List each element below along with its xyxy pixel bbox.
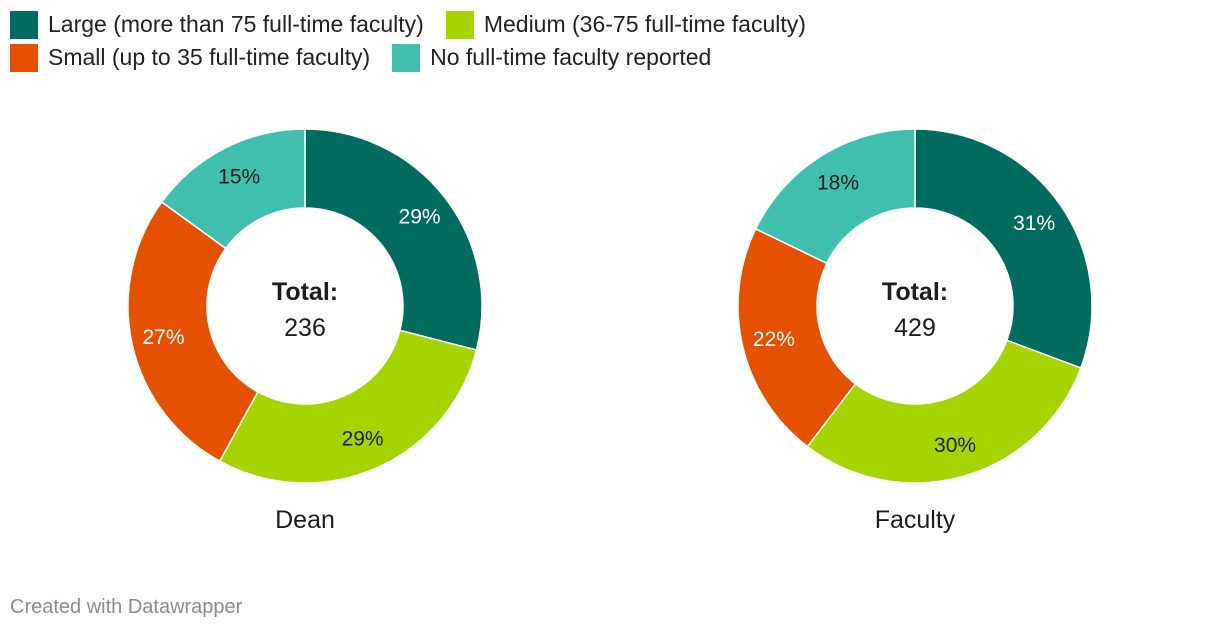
legend-item-large: Large (more than 75 full-time faculty) <box>10 10 424 39</box>
dean-slice-small[interactable] <box>127 200 259 463</box>
faculty-total-value: 429 <box>894 314 936 342</box>
dean-total-label: Total: <box>272 278 338 306</box>
legend-item-medium: Medium (36-75 full-time faculty) <box>445 10 806 39</box>
dean-label-large: 29% <box>399 206 441 229</box>
legend-swatch-small <box>10 43 38 72</box>
dean-slice-none[interactable] <box>160 128 306 250</box>
dean-chart-title: Dean <box>275 506 335 534</box>
donut-chart-dean: 29% 29% 27% 15% Total: 236 Dean <box>127 128 483 534</box>
dean-label-none: 15% <box>218 165 260 188</box>
legend-label-none: No full-time faculty reported <box>430 44 712 70</box>
legend-row-1: Large (more than 75 full-time faculty) M… <box>10 8 1010 41</box>
faculty-label-none: 18% <box>817 172 859 195</box>
faculty-chart-title: Faculty <box>875 506 956 534</box>
faculty-total-label: Total: <box>882 278 948 306</box>
datawrapper-credit[interactable]: Created with Datawrapper <box>10 596 243 618</box>
legend-item-small: Small (up to 35 full-time faculty) <box>10 43 371 72</box>
faculty-label-small: 22% <box>753 328 795 351</box>
donut-chart-faculty: 31% 30% 22% 18% Total: 429 Faculty <box>737 128 1093 534</box>
dean-slice-large[interactable] <box>304 128 483 351</box>
dean-label-small: 27% <box>142 326 184 349</box>
faculty-slice-medium[interactable] <box>806 339 1082 484</box>
legend-row-2: Small (up to 35 full-time faculty) No fu… <box>10 41 1010 74</box>
legend: Large (more than 75 full-time faculty) M… <box>10 8 1010 74</box>
legend-label-large: Large (more than 75 full-time faculty) <box>48 11 424 37</box>
dean-label-medium: 29% <box>342 428 384 451</box>
dean-slice-medium[interactable] <box>218 329 478 484</box>
faculty-slice-large[interactable] <box>914 128 1093 369</box>
legend-item-none: No full-time faculty reported <box>392 43 712 72</box>
legend-swatch-none <box>392 43 421 72</box>
legend-swatch-large <box>10 10 38 39</box>
faculty-slice-small[interactable] <box>737 227 857 448</box>
faculty-label-medium: 30% <box>934 434 976 457</box>
dean-total-value: 236 <box>284 314 326 342</box>
faculty-slice-none[interactable] <box>754 128 916 265</box>
legend-swatch-medium <box>445 10 474 39</box>
legend-label-medium: Medium (36-75 full-time faculty) <box>483 11 806 37</box>
legend-label-small: Small (up to 35 full-time faculty) <box>48 44 371 70</box>
faculty-label-large: 31% <box>1013 212 1055 235</box>
